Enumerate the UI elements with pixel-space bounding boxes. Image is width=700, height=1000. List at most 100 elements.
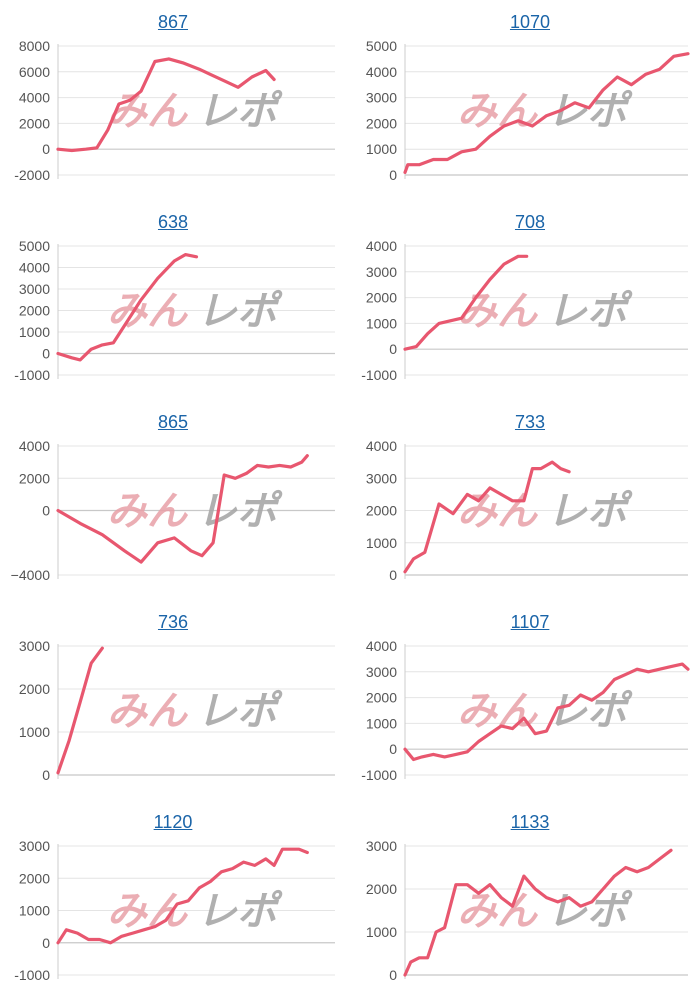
- y-tick-label: 0: [389, 567, 397, 583]
- y-tick-label: 0: [42, 346, 50, 362]
- chart-title-link[interactable]: 867: [157, 12, 189, 32]
- y-tick-label: 3000: [19, 838, 50, 854]
- chart-panel: 4000 3000 2000 1000 0 -1000 みん レポ 708: [350, 200, 700, 400]
- chart-panel: 4000 3000 2000 1000 0 みん レポ 733: [350, 400, 700, 600]
- series-line: [56, 454, 309, 564]
- watermark-text: みん: [107, 89, 189, 135]
- y-tick-label: 0: [389, 967, 397, 983]
- y-tick-label: 2000: [19, 303, 50, 319]
- line-chart: 8000 6000 4000 2000 0 -2000 みん レポ: [14, 38, 335, 183]
- y-tick-label: 3000: [366, 838, 397, 854]
- chart-title-link[interactable]: 708: [514, 212, 546, 232]
- y-tick-label: 3000: [366, 470, 397, 486]
- chart-title-link[interactable]: 736: [157, 612, 189, 632]
- watermark-text: みん: [457, 89, 539, 135]
- watermark-text: レポ: [547, 289, 633, 335]
- y-tick-label: 0: [42, 767, 50, 783]
- y-tick-label: 2000: [19, 470, 50, 486]
- y-tick-label: -1000: [361, 367, 397, 383]
- y-tick-label: 4000: [19, 90, 50, 106]
- line-chart: 3000 2000 1000 0 みん レポ: [19, 638, 335, 783]
- watermark-text: レポ: [197, 889, 283, 935]
- watermark-text: レポ: [197, 689, 283, 735]
- y-tick-label: 0: [42, 503, 50, 519]
- y-tick-label: 1000: [19, 724, 50, 740]
- watermark-text: みん: [107, 689, 189, 735]
- series-line: [56, 57, 276, 153]
- series-line: [403, 254, 529, 351]
- line-chart: 3000 2000 1000 0 -1000 みん レポ: [14, 838, 335, 983]
- y-tick-label: 1000: [366, 535, 397, 551]
- watermark-text: みん: [107, 289, 189, 335]
- watermark-text: レポ: [547, 489, 633, 535]
- chart-title-link[interactable]: 1133: [510, 812, 550, 832]
- y-tick-label: 0: [389, 167, 397, 183]
- chart-title-link[interactable]: 1120: [153, 812, 193, 832]
- chart-panel: 3000 2000 1000 0 みん レポ 736: [0, 600, 350, 800]
- chart-panel: 3000 2000 1000 0 みん レポ 1133: [350, 800, 700, 1000]
- chart-panel: 5000 4000 3000 2000 1000 0 -1000 みん レポ 638: [0, 200, 350, 400]
- chart-title-link[interactable]: 865: [157, 412, 189, 432]
- y-tick-label: 1000: [366, 924, 397, 940]
- watermark-text: レポ: [547, 689, 633, 735]
- series-line: [403, 52, 690, 174]
- y-tick-label: 2000: [19, 115, 50, 131]
- y-tick-label: 0: [389, 741, 397, 757]
- chart-panel: 3000 2000 1000 0 -1000 みん レポ 1120: [0, 800, 350, 1000]
- y-tick-label: 1000: [366, 141, 397, 157]
- watermark-text: レポ: [197, 89, 283, 135]
- y-tick-label: 0: [42, 935, 50, 951]
- chart-title-link[interactable]: 733: [514, 412, 546, 432]
- chart-panel: 5000 4000 3000 2000 1000 0 みん レポ 1070: [350, 0, 700, 200]
- y-tick-label: 0: [42, 141, 50, 157]
- chart-title-link[interactable]: 1070: [509, 12, 551, 32]
- y-tick-label: 2000: [366, 881, 397, 897]
- y-tick-label: 0: [389, 341, 397, 357]
- y-tick-label: 4000: [19, 438, 50, 454]
- line-chart: 4000 2000 0 −4000 みん レポ: [11, 438, 335, 583]
- y-tick-label: 1000: [366, 715, 397, 731]
- y-tick-label: 3000: [19, 638, 50, 654]
- y-tick-label: 3000: [366, 264, 397, 280]
- y-tick-label: −4000: [11, 567, 51, 583]
- chart-panel: 8000 6000 4000 2000 0 -2000 みん レポ 867: [0, 0, 350, 200]
- watermark-text: みん: [107, 489, 189, 535]
- series-line: [403, 848, 673, 977]
- y-tick-label: 6000: [19, 64, 50, 80]
- series-line: [403, 662, 690, 762]
- y-tick-label: 1000: [19, 324, 50, 340]
- series-line: [403, 460, 571, 574]
- chart-panel: 4000 3000 2000 1000 0 -1000 みん レポ 1107: [350, 600, 700, 800]
- chart-title-link[interactable]: 1107: [510, 612, 550, 632]
- watermark-text: みん: [457, 289, 539, 335]
- series-line: [56, 646, 104, 775]
- watermark-text: レポ: [197, 289, 283, 335]
- y-tick-label: 4000: [366, 238, 397, 254]
- y-tick-label: 2000: [366, 503, 397, 519]
- watermark-text: みん: [107, 889, 189, 935]
- y-tick-label: 2000: [19, 870, 50, 886]
- watermark-text: レポ: [547, 889, 633, 935]
- y-tick-label: -1000: [361, 767, 397, 783]
- watermark-text: レポ: [197, 489, 283, 535]
- y-tick-label: 1000: [19, 903, 50, 919]
- y-tick-label: 4000: [366, 638, 397, 654]
- chart-title-link[interactable]: 638: [157, 212, 189, 232]
- y-tick-label: 4000: [366, 64, 397, 80]
- series-line: [56, 252, 199, 362]
- y-tick-label: 2000: [366, 115, 397, 131]
- y-tick-label: 2000: [366, 690, 397, 706]
- y-tick-label: 2000: [366, 290, 397, 306]
- y-tick-label: 5000: [19, 238, 50, 254]
- y-tick-label: 4000: [366, 438, 397, 454]
- y-tick-label: 5000: [366, 38, 397, 54]
- y-tick-label: 2000: [19, 681, 50, 697]
- y-tick-label: 1000: [366, 315, 397, 331]
- y-tick-label: -2000: [14, 167, 50, 183]
- y-tick-label: 3000: [366, 90, 397, 106]
- line-chart: 5000 4000 3000 2000 1000 0 -1000 みん レポ: [14, 238, 335, 383]
